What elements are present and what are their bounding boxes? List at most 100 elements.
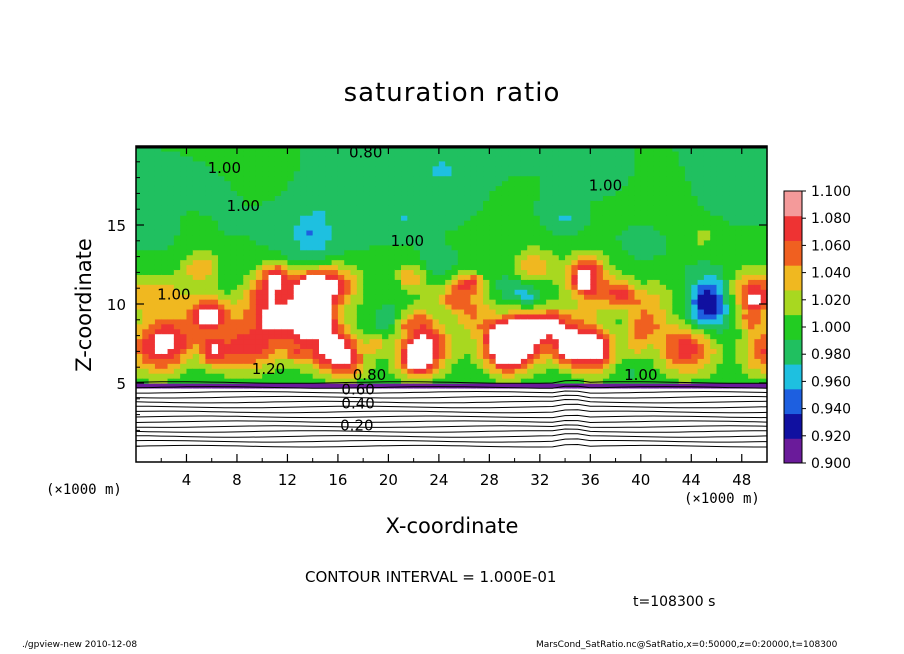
heatmap-cell xyxy=(621,165,629,172)
heatmap-cell xyxy=(394,269,402,275)
heatmap-cell xyxy=(533,402,541,409)
heatmap-cell xyxy=(211,225,219,231)
heatmap-cell xyxy=(350,373,358,379)
heatmap-cell xyxy=(148,304,156,310)
heatmap-cell xyxy=(356,195,364,201)
heatmap-cell xyxy=(596,205,604,211)
heatmap-cell xyxy=(483,284,490,290)
heatmap-cell xyxy=(565,397,572,404)
heatmap-cell xyxy=(407,254,415,261)
heatmap-cell xyxy=(148,338,156,345)
heatmap-cell xyxy=(243,264,251,271)
heatmap-cell xyxy=(344,215,352,221)
heatmap-cell xyxy=(136,308,143,315)
heatmap-cell xyxy=(236,155,244,162)
heatmap-cell xyxy=(350,239,358,246)
heatmap-cell xyxy=(211,353,219,359)
heatmap-cell xyxy=(539,146,547,152)
heatmap-cell xyxy=(489,417,497,424)
heatmap-cell xyxy=(470,205,478,211)
heatmap-cell xyxy=(520,195,528,201)
heatmap-cell xyxy=(432,397,440,404)
heatmap-cell xyxy=(432,279,440,285)
heatmap-cell xyxy=(192,422,200,429)
heatmap-cell xyxy=(224,146,232,152)
heatmap-cell xyxy=(281,412,289,419)
heatmap-cell xyxy=(571,397,579,404)
heatmap-cell xyxy=(180,383,188,389)
heatmap-cell xyxy=(350,249,358,256)
heatmap-cell xyxy=(520,175,528,182)
heatmap-cell xyxy=(136,323,143,330)
heatmap-cell xyxy=(407,402,415,409)
heatmap-cell xyxy=(337,254,345,261)
heatmap-cell xyxy=(274,254,282,261)
heatmap-cell xyxy=(489,427,497,433)
heatmap-cell xyxy=(224,343,232,350)
heatmap-cell xyxy=(331,457,339,463)
heatmap-cell xyxy=(476,146,484,152)
heatmap-cell xyxy=(577,215,585,221)
heatmap-cell xyxy=(262,353,270,359)
heatmap-cell xyxy=(274,308,282,315)
heatmap-cell xyxy=(356,244,364,251)
heatmap-cell xyxy=(495,387,503,394)
heatmap-cell xyxy=(344,225,352,231)
heatmap-cell xyxy=(470,289,478,295)
heatmap-cell xyxy=(318,259,326,266)
heatmap-cell xyxy=(350,348,358,354)
heatmap-cell xyxy=(356,437,364,443)
heatmap-cell xyxy=(243,254,251,261)
heatmap-cell xyxy=(148,407,156,414)
heatmap-cell xyxy=(609,200,617,206)
heatmap-cell xyxy=(154,397,162,404)
heatmap-cell xyxy=(445,210,453,216)
heatmap-cell xyxy=(167,363,175,369)
heatmap-cell xyxy=(401,284,408,290)
heatmap-cell xyxy=(394,279,402,285)
heatmap-cell xyxy=(464,274,472,280)
heatmap-cell xyxy=(489,363,497,369)
heatmap-cell xyxy=(173,407,181,414)
heatmap-cell xyxy=(211,180,219,187)
heatmap-cell xyxy=(287,318,295,325)
heatmap-cell xyxy=(356,412,364,419)
heatmap-cell xyxy=(167,274,175,280)
heatmap-cell xyxy=(293,407,301,414)
heatmap-cell xyxy=(382,146,389,152)
heatmap-cell xyxy=(161,407,169,414)
heatmap-cell xyxy=(401,160,408,167)
heatmap-cell xyxy=(350,328,358,335)
heatmap-cell xyxy=(445,358,453,364)
heatmap-cell xyxy=(483,180,490,187)
heatmap-cell xyxy=(476,402,484,409)
heatmap-cell xyxy=(161,225,169,231)
heatmap-cell xyxy=(527,353,535,359)
heatmap-cell xyxy=(621,417,629,424)
heatmap-cell xyxy=(356,383,364,389)
heatmap-cell xyxy=(243,397,251,404)
heatmap-cell xyxy=(173,165,181,172)
heatmap-cell xyxy=(483,402,490,409)
heatmap-cell xyxy=(154,259,162,266)
heatmap-cell xyxy=(274,264,282,271)
heatmap-cell xyxy=(274,259,282,266)
heatmap-cell xyxy=(205,244,213,251)
heatmap-cell xyxy=(565,264,572,271)
heatmap-cell xyxy=(413,447,421,453)
heatmap-cell xyxy=(186,279,194,285)
heatmap-cell xyxy=(369,175,377,182)
heatmap-cell xyxy=(205,210,213,216)
heatmap-cell xyxy=(375,289,383,295)
heatmap-cell xyxy=(457,239,465,246)
heatmap-cell xyxy=(565,343,572,350)
heatmap-cell xyxy=(262,437,270,443)
heatmap-cell xyxy=(199,447,207,453)
heatmap-cell xyxy=(230,412,238,419)
heatmap-cell xyxy=(218,210,225,216)
heatmap-cell xyxy=(565,234,572,241)
heatmap-cell xyxy=(268,239,276,246)
heatmap-cell xyxy=(539,160,547,167)
heatmap-cell xyxy=(148,205,156,211)
heatmap-cell xyxy=(445,254,453,261)
